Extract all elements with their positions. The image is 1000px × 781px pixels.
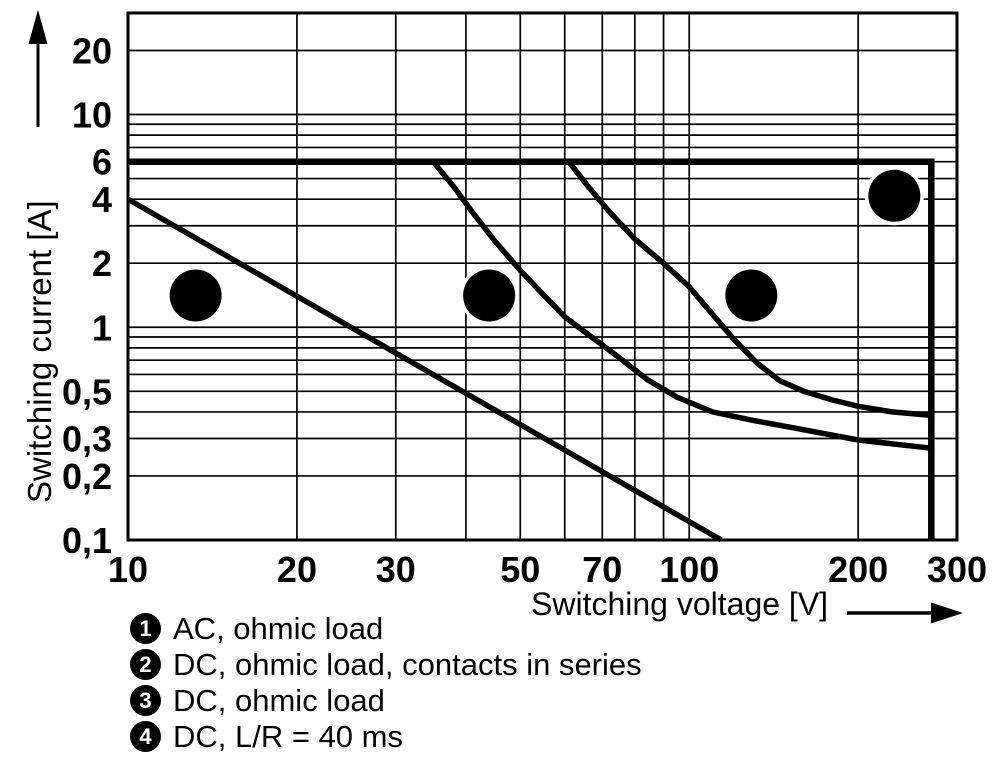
legend-item: 3 DC, ohmic load: [130, 682, 642, 718]
y-tick-label: 6: [92, 142, 112, 183]
y-tick-label: 0,3: [62, 418, 112, 459]
legend-badge-icon: 1: [130, 613, 161, 644]
x-tick-label: 200: [828, 549, 888, 590]
y-tick-label: 0,2: [62, 456, 112, 497]
y-tick-label: 0,5: [62, 371, 112, 412]
curve-2: [566, 160, 932, 419]
legend-badge-icon: 2: [130, 649, 161, 680]
legend-label: DC, ohmic load: [173, 682, 385, 718]
legend-item: 2 DC, ohmic load, contacts in series: [130, 646, 642, 682]
curve-badge-number: 3: [477, 272, 501, 321]
curve-3: [431, 159, 932, 451]
curve-1: [128, 158, 935, 540]
legend-item: 1 AC, ohmic load: [130, 610, 642, 646]
x-tick-label: 20: [277, 549, 317, 590]
legend-label: AC, ohmic load: [173, 610, 384, 646]
curve-badge-number: 4: [183, 272, 208, 321]
legend-badge-icon: 4: [130, 721, 161, 752]
x-tick-label: 50: [500, 549, 540, 590]
curve-badge-2: [725, 269, 778, 322]
up-arrow-head-icon: [28, 10, 48, 44]
curve-4: [126, 196, 723, 543]
y-tick-label: 1: [92, 307, 112, 348]
x-tick-label: 70: [582, 549, 622, 590]
y-tick-label: 0,1: [62, 520, 112, 561]
x-axis-title: Switching voltage [V]: [531, 586, 829, 622]
x-tick-label: 100: [659, 549, 719, 590]
curve-badge-1: [868, 169, 921, 222]
y-tick-label: 2: [92, 243, 112, 284]
x-tick-label: 30: [376, 549, 416, 590]
curve-badge-number: 1: [882, 172, 906, 221]
curve-badge-number: 2: [739, 272, 763, 321]
legend-label: DC, ohmic load, contacts in series: [173, 646, 642, 682]
y-tick-label: 10: [72, 95, 112, 136]
x-tick-label: 10: [108, 549, 148, 590]
plot-border: [126, 11, 959, 542]
x-tick-label: 300: [927, 549, 987, 590]
legend-item: 4 DC, L/R = 40 ms: [130, 718, 642, 754]
legend: 1 AC, ohmic load 2 DC, ohmic load, contacts…: [130, 610, 642, 757]
y-tick-label: 20: [72, 30, 112, 71]
y-axis-title: Switching current [A]: [21, 200, 58, 504]
right-arrow-head-icon: [931, 602, 963, 624]
legend-label: DC, L/R = 40 ms: [173, 718, 403, 754]
y-tick-label: 4: [92, 179, 112, 220]
curve-badge-3: [463, 269, 516, 322]
curve-badge-4: [169, 269, 222, 322]
legend-badge-icon: 3: [130, 685, 161, 716]
